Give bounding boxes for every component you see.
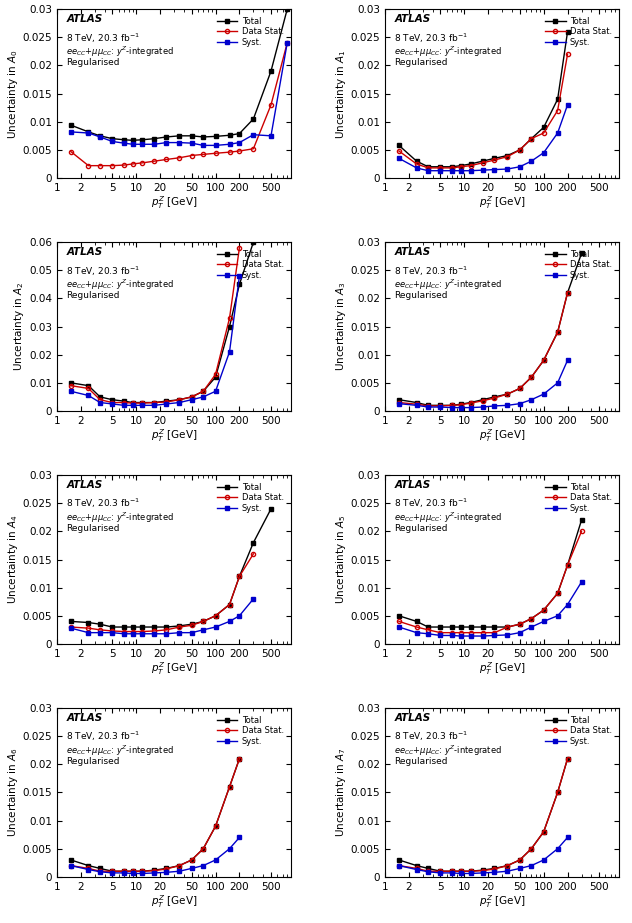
Text: Regularised: Regularised: [66, 524, 119, 533]
Text: 8 TeV, 20.3 fb$^{-1}$: 8 TeV, 20.3 fb$^{-1}$: [394, 497, 468, 510]
Text: ATLAS: ATLAS: [394, 713, 430, 723]
Legend: Total, Data Stat., Syst.: Total, Data Stat., Syst.: [213, 479, 287, 516]
Text: $ee_{CC}$+$\mu\mu_{CC}$: $y^Z$-integrated: $ee_{CC}$+$\mu\mu_{CC}$: $y^Z$-integrate…: [394, 510, 502, 525]
X-axis label: $p_T^Z$ [GeV]: $p_T^Z$ [GeV]: [151, 893, 197, 910]
Legend: Total, Data Stat., Syst.: Total, Data Stat., Syst.: [213, 246, 287, 283]
Text: ATLAS: ATLAS: [66, 713, 102, 723]
Text: ATLAS: ATLAS: [394, 480, 430, 490]
Text: 8 TeV, 20.3 fb$^{-1}$: 8 TeV, 20.3 fb$^{-1}$: [394, 264, 468, 278]
Legend: Total, Data Stat., Syst.: Total, Data Stat., Syst.: [542, 713, 615, 749]
Text: ATLAS: ATLAS: [66, 14, 102, 24]
Text: 8 TeV, 20.3 fb$^{-1}$: 8 TeV, 20.3 fb$^{-1}$: [66, 31, 140, 44]
Text: Regularised: Regularised: [66, 757, 119, 766]
Y-axis label: Uncertainty in $A_3$: Uncertainty in $A_3$: [334, 282, 348, 371]
Text: 8 TeV, 20.3 fb$^{-1}$: 8 TeV, 20.3 fb$^{-1}$: [66, 264, 140, 278]
Legend: Total, Data Stat., Syst.: Total, Data Stat., Syst.: [542, 14, 615, 51]
X-axis label: $p_T^Z$ [GeV]: $p_T^Z$ [GeV]: [151, 194, 197, 211]
X-axis label: $p_T^Z$ [GeV]: $p_T^Z$ [GeV]: [479, 194, 525, 211]
Text: $ee_{CC}$+$\mu\mu_{CC}$: $y^Z$-integrated: $ee_{CC}$+$\mu\mu_{CC}$: $y^Z$-integrate…: [394, 278, 502, 292]
Legend: Total, Data Stat., Syst.: Total, Data Stat., Syst.: [213, 713, 287, 749]
Y-axis label: Uncertainty in $A_6$: Uncertainty in $A_6$: [6, 748, 20, 837]
X-axis label: $p_T^Z$ [GeV]: $p_T^Z$ [GeV]: [479, 893, 525, 910]
Text: ATLAS: ATLAS: [394, 14, 430, 24]
Y-axis label: Uncertainty in $A_2$: Uncertainty in $A_2$: [12, 282, 27, 371]
X-axis label: $p_T^Z$ [GeV]: $p_T^Z$ [GeV]: [479, 427, 525, 444]
Legend: Total, Data Stat., Syst.: Total, Data Stat., Syst.: [213, 14, 287, 51]
Text: Regularised: Regularised: [66, 291, 119, 300]
Text: Regularised: Regularised: [66, 58, 119, 67]
Text: ATLAS: ATLAS: [66, 247, 102, 258]
Text: Regularised: Regularised: [394, 291, 448, 300]
Text: $ee_{CC}$+$\mu\mu_{CC}$: $y^Z$-integrated: $ee_{CC}$+$\mu\mu_{CC}$: $y^Z$-integrate…: [394, 744, 502, 758]
Text: 8 TeV, 20.3 fb$^{-1}$: 8 TeV, 20.3 fb$^{-1}$: [66, 497, 140, 510]
Text: $ee_{CC}$+$\mu\mu_{CC}$: $y^Z$-integrated: $ee_{CC}$+$\mu\mu_{CC}$: $y^Z$-integrate…: [66, 744, 174, 758]
Text: 8 TeV, 20.3 fb$^{-1}$: 8 TeV, 20.3 fb$^{-1}$: [66, 730, 140, 743]
Text: $ee_{CC}$+$\mu\mu_{CC}$: $y^Z$-integrated: $ee_{CC}$+$\mu\mu_{CC}$: $y^Z$-integrate…: [66, 510, 174, 525]
Text: $ee_{CC}$+$\mu\mu_{CC}$: $y^Z$-integrated: $ee_{CC}$+$\mu\mu_{CC}$: $y^Z$-integrate…: [66, 44, 174, 59]
Legend: Total, Data Stat., Syst.: Total, Data Stat., Syst.: [542, 246, 615, 283]
Text: Regularised: Regularised: [394, 757, 448, 766]
X-axis label: $p_T^Z$ [GeV]: $p_T^Z$ [GeV]: [151, 660, 197, 677]
Y-axis label: Uncertainty in $A_5$: Uncertainty in $A_5$: [334, 515, 348, 605]
Text: Regularised: Regularised: [394, 58, 448, 67]
Y-axis label: Uncertainty in $A_0$: Uncertainty in $A_0$: [6, 49, 20, 138]
X-axis label: $p_T^Z$ [GeV]: $p_T^Z$ [GeV]: [151, 427, 197, 444]
Y-axis label: Uncertainty in $A_4$: Uncertainty in $A_4$: [6, 514, 20, 605]
Text: $ee_{CC}$+$\mu\mu_{CC}$: $y^Z$-integrated: $ee_{CC}$+$\mu\mu_{CC}$: $y^Z$-integrate…: [66, 278, 174, 292]
X-axis label: $p_T^Z$ [GeV]: $p_T^Z$ [GeV]: [479, 660, 525, 677]
Text: 8 TeV, 20.3 fb$^{-1}$: 8 TeV, 20.3 fb$^{-1}$: [394, 730, 468, 743]
Legend: Total, Data Stat., Syst.: Total, Data Stat., Syst.: [542, 479, 615, 516]
Text: $ee_{CC}$+$\mu\mu_{CC}$: $y^Z$-integrated: $ee_{CC}$+$\mu\mu_{CC}$: $y^Z$-integrate…: [394, 44, 502, 59]
Text: 8 TeV, 20.3 fb$^{-1}$: 8 TeV, 20.3 fb$^{-1}$: [394, 31, 468, 44]
Y-axis label: Uncertainty in $A_7$: Uncertainty in $A_7$: [334, 748, 348, 837]
Text: Regularised: Regularised: [394, 524, 448, 533]
Text: ATLAS: ATLAS: [394, 247, 430, 258]
Text: ATLAS: ATLAS: [66, 480, 102, 490]
Y-axis label: Uncertainty in $A_1$: Uncertainty in $A_1$: [334, 49, 348, 138]
